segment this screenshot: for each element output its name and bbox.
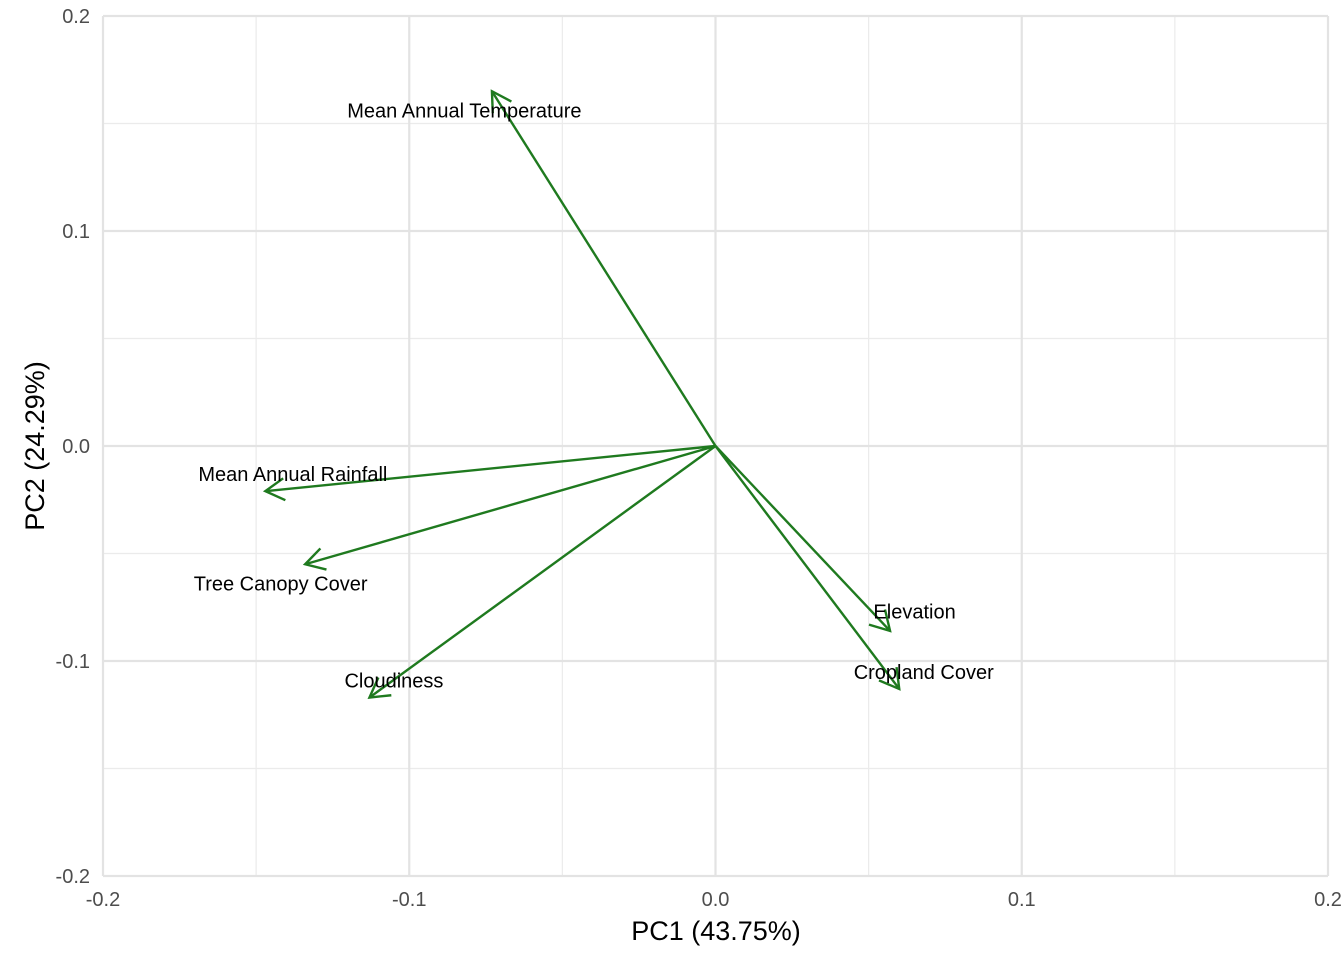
vector-arrowhead: [868, 609, 892, 633]
loading-labels: Mean Annual Temperature Mean Annual Rainf…: [194, 101, 994, 693]
y-axis-tick-labels: -0.2 -0.1 0.0 0.1 0.2: [56, 6, 90, 888]
x-axis-tick-labels: -0.2 -0.1 0.0 0.1 0.2: [86, 889, 1342, 911]
x-axis-title: PC1 (43.75%): [631, 916, 801, 946]
vector-shaft: [265, 444, 716, 493]
vector-shaft: [304, 444, 716, 566]
vector-label: Tree Canopy Cover: [194, 574, 368, 596]
vector-arrowhead: [490, 89, 512, 114]
vector-label: Mean Annual Rainfall: [198, 464, 387, 486]
vector-label: Elevation: [873, 602, 955, 624]
y-tick-label: 0.2: [62, 6, 90, 28]
x-tick-label: 0.1: [1008, 889, 1036, 911]
vector-arrowhead: [367, 676, 392, 699]
y-axis-title: PC2 (24.29%): [20, 361, 50, 531]
y-tick-label: 0.1: [62, 221, 90, 243]
vector-label: Mean Annual Temperature: [347, 101, 581, 123]
vector-shaft: [368, 445, 717, 699]
vector-arrowhead: [302, 547, 327, 571]
vector-label: Cropland Cover: [854, 662, 994, 684]
vector-label: Cloudiness: [344, 670, 443, 692]
vector-arrowhead: [878, 666, 901, 691]
y-tick-label: -0.2: [56, 866, 90, 888]
y-tick-label: -0.1: [56, 651, 90, 673]
loading-vector: [262, 444, 716, 502]
x-tick-label: 0.2: [1314, 889, 1342, 911]
loading-vector: [490, 89, 717, 447]
loading-vector: [714, 445, 901, 691]
y-tick-label: 0.0: [62, 436, 90, 458]
loading-vectors: [262, 89, 901, 699]
vector-shaft: [490, 90, 717, 447]
loading-vector: [367, 445, 717, 699]
x-tick-label: -0.2: [86, 889, 120, 911]
vector-shaft: [714, 445, 891, 632]
vector-shaft: [714, 445, 901, 690]
x-tick-label: -0.1: [392, 889, 426, 911]
loading-vector: [302, 444, 716, 571]
loading-vector: [714, 445, 892, 633]
x-tick-label: 0.0: [702, 889, 730, 911]
vector-arrowhead: [262, 477, 286, 502]
